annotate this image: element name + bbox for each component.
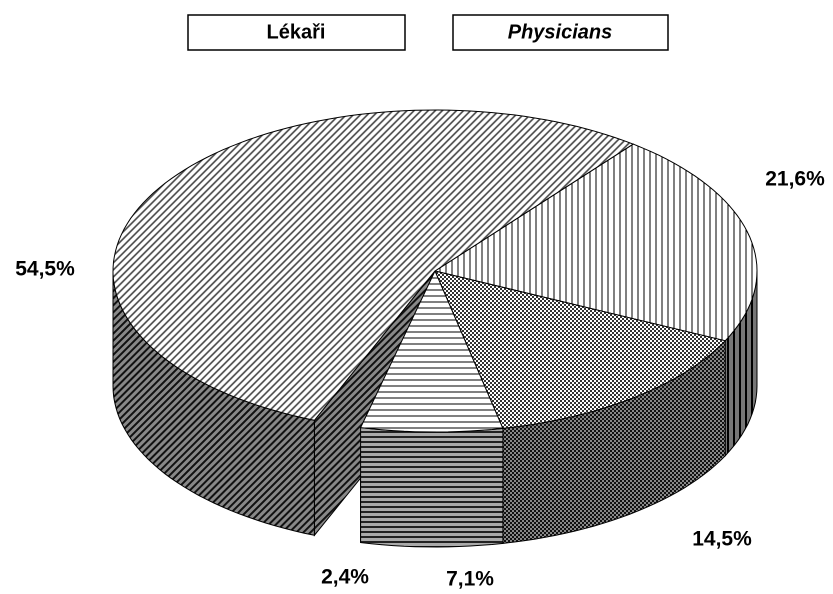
data-label: 14,5% — [692, 528, 752, 551]
data-label: 7,1% — [446, 568, 494, 591]
slice — [112, 109, 635, 421]
data-label: 2,4% — [321, 566, 369, 589]
data-label: 54,5% — [15, 258, 75, 281]
slice-side — [360, 427, 504, 548]
title-box — [187, 14, 406, 51]
slice — [433, 143, 758, 342]
chart-title: Lékaři — [267, 21, 326, 43]
data-label: 21,6% — [765, 168, 825, 191]
chart-subtitle: Physicians — [508, 21, 613, 43]
subtitle-box — [452, 14, 669, 51]
slice — [359, 269, 504, 433]
slice — [434, 270, 727, 429]
